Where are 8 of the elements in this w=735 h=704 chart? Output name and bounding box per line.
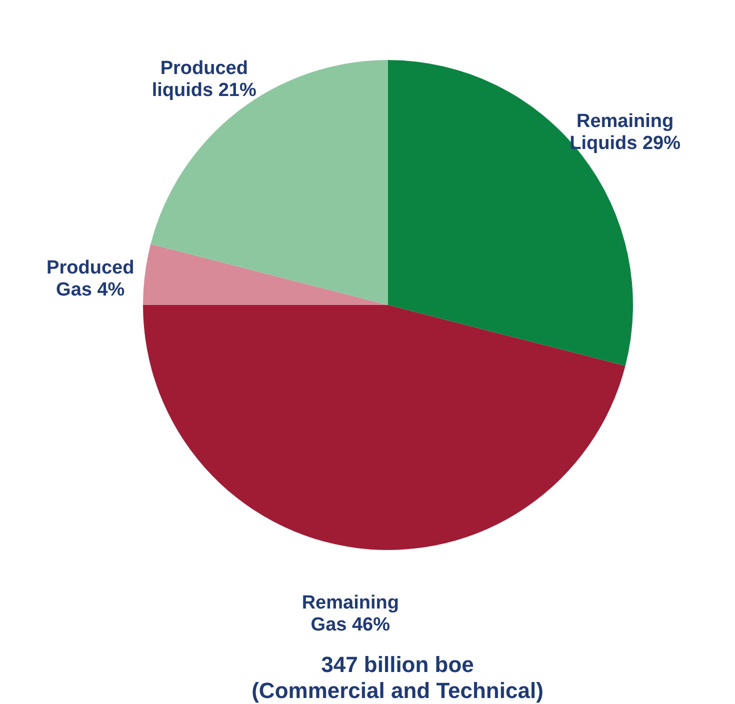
pie-slice — [150, 60, 388, 305]
slice-label: Produced liquids 21% — [152, 58, 256, 101]
pie-slice — [143, 305, 626, 550]
slice-label: Remaining Gas 46% — [302, 592, 399, 636]
slice-label: Remaining Liquids 29% — [570, 111, 681, 154]
slice-label: Produced Gas 4% — [46, 257, 134, 300]
pie-slice — [143, 244, 388, 305]
text: 347 billion boe (Commercial and Technical) — [252, 652, 544, 703]
